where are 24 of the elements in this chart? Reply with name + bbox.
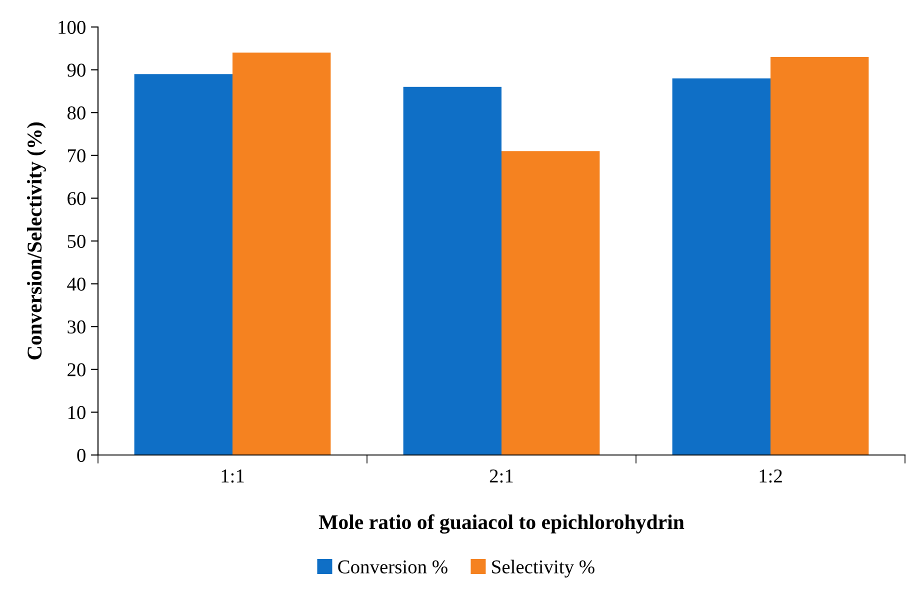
x-tick-label: 1:2 [760,470,782,483]
bar [502,151,600,455]
bar [134,74,232,455]
y-tick-label: 80 [67,106,86,120]
y-tick-label: 40 [67,278,86,291]
x-tick-label: 2:1 [490,470,513,483]
bar [232,52,331,455]
bar [403,86,502,455]
y-tick-label: 50 [68,234,86,248]
bar [770,56,869,455]
y-tick-label: 20 [68,363,86,376]
y-axis-title: Conversion/Selectivity (%) [26,122,46,360]
y-tick-label: 60 [68,192,86,206]
y-tick-label: 70 [68,149,86,162]
legend-label: Selectivity % [492,560,594,578]
y-tick-label: 30 [68,320,86,334]
y-tick-label: 0 [77,448,86,462]
y-tick-label: 100 [58,20,86,34]
bar [672,78,770,455]
legend-label: Conversion % [338,560,448,574]
x-tick-label: 1:1 [222,470,244,483]
x-axis-title: Mole ratio of guaiacol to epichlorohydrin [318,514,684,534]
y-tick-label: 10 [68,406,86,420]
y-tick-label: 90 [67,64,86,77]
